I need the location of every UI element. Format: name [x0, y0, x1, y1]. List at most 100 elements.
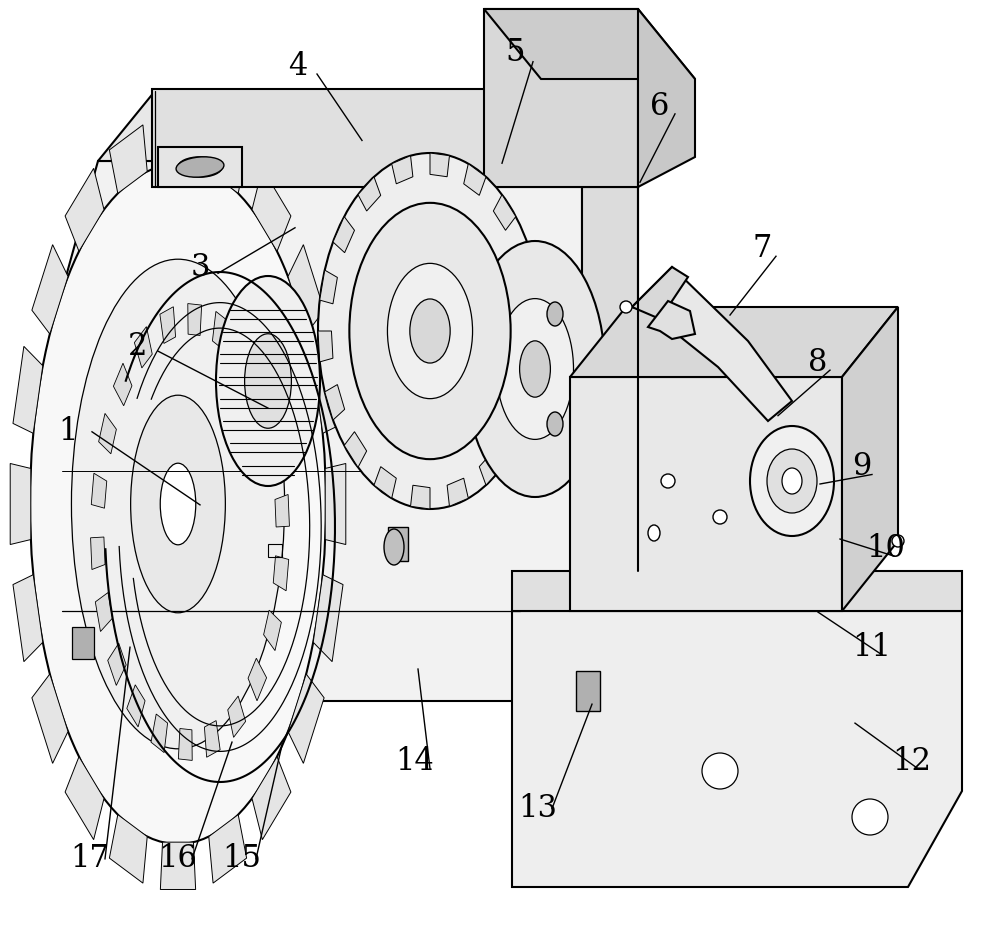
Polygon shape [273, 556, 289, 591]
Ellipse shape [661, 474, 675, 488]
Text: 3: 3 [190, 252, 210, 283]
Polygon shape [632, 267, 792, 421]
Ellipse shape [349, 203, 511, 459]
Polygon shape [493, 195, 516, 231]
Polygon shape [13, 346, 43, 434]
Ellipse shape [713, 510, 727, 524]
Ellipse shape [318, 153, 542, 509]
Polygon shape [252, 168, 291, 251]
Text: 6: 6 [650, 91, 670, 121]
Polygon shape [320, 270, 337, 304]
Polygon shape [252, 756, 291, 840]
Polygon shape [95, 592, 112, 631]
Polygon shape [313, 575, 343, 661]
Polygon shape [638, 9, 695, 187]
Polygon shape [576, 671, 600, 711]
Polygon shape [228, 696, 246, 737]
Polygon shape [464, 164, 486, 195]
Text: 1: 1 [58, 417, 78, 447]
Polygon shape [160, 119, 196, 166]
Polygon shape [325, 384, 345, 420]
Ellipse shape [245, 334, 291, 428]
Ellipse shape [496, 299, 574, 439]
Text: 4: 4 [288, 51, 308, 82]
Ellipse shape [892, 535, 904, 547]
Polygon shape [10, 463, 31, 545]
Polygon shape [204, 720, 220, 757]
Polygon shape [254, 379, 272, 420]
Polygon shape [188, 304, 202, 336]
Ellipse shape [520, 341, 550, 398]
Polygon shape [484, 9, 695, 79]
Ellipse shape [620, 301, 632, 313]
Polygon shape [109, 814, 147, 884]
Text: 16: 16 [159, 844, 197, 874]
Polygon shape [13, 575, 43, 661]
Text: 10: 10 [867, 533, 905, 564]
Polygon shape [113, 363, 132, 406]
Polygon shape [98, 91, 638, 161]
Polygon shape [72, 627, 94, 659]
Polygon shape [484, 9, 638, 187]
Polygon shape [447, 478, 468, 507]
Polygon shape [527, 300, 542, 331]
Text: 15: 15 [222, 844, 262, 874]
Polygon shape [374, 467, 396, 498]
Polygon shape [523, 358, 540, 392]
Text: 8: 8 [808, 347, 828, 378]
Polygon shape [479, 451, 502, 485]
Ellipse shape [30, 164, 326, 844]
Ellipse shape [384, 529, 404, 565]
Polygon shape [344, 432, 367, 467]
Polygon shape [388, 527, 408, 561]
Polygon shape [515, 242, 535, 277]
Ellipse shape [547, 412, 563, 436]
Polygon shape [275, 494, 289, 527]
Polygon shape [178, 729, 192, 760]
Polygon shape [570, 307, 898, 377]
Polygon shape [62, 161, 582, 701]
Polygon shape [160, 842, 196, 889]
Polygon shape [108, 643, 126, 685]
Ellipse shape [160, 463, 196, 545]
Polygon shape [32, 674, 68, 763]
Polygon shape [268, 433, 285, 472]
Ellipse shape [852, 799, 888, 835]
Polygon shape [209, 814, 247, 884]
Ellipse shape [176, 157, 224, 177]
Ellipse shape [767, 449, 817, 513]
Polygon shape [91, 474, 107, 509]
Text: 2: 2 [128, 331, 148, 362]
Polygon shape [333, 216, 354, 252]
Ellipse shape [782, 468, 802, 494]
Ellipse shape [547, 302, 563, 326]
Ellipse shape [131, 395, 225, 613]
Text: 17: 17 [71, 844, 109, 874]
Text: 14: 14 [396, 746, 434, 776]
Polygon shape [325, 463, 346, 545]
Polygon shape [99, 414, 116, 454]
Polygon shape [65, 168, 104, 251]
Polygon shape [358, 177, 381, 211]
Polygon shape [411, 485, 430, 509]
Ellipse shape [387, 264, 473, 399]
Text: 7: 7 [752, 233, 772, 264]
Polygon shape [842, 307, 898, 611]
Polygon shape [134, 326, 152, 368]
Ellipse shape [216, 276, 320, 486]
Text: 9: 9 [852, 452, 872, 482]
Polygon shape [32, 245, 68, 334]
Ellipse shape [648, 525, 660, 541]
Polygon shape [235, 337, 253, 380]
Polygon shape [152, 89, 638, 187]
Polygon shape [264, 610, 281, 651]
Ellipse shape [71, 259, 285, 749]
Polygon shape [512, 571, 962, 611]
Text: 11: 11 [852, 632, 892, 662]
Polygon shape [392, 156, 413, 184]
Polygon shape [632, 267, 688, 319]
Polygon shape [109, 125, 147, 194]
Polygon shape [248, 659, 267, 700]
Polygon shape [158, 147, 242, 187]
Ellipse shape [178, 157, 222, 177]
